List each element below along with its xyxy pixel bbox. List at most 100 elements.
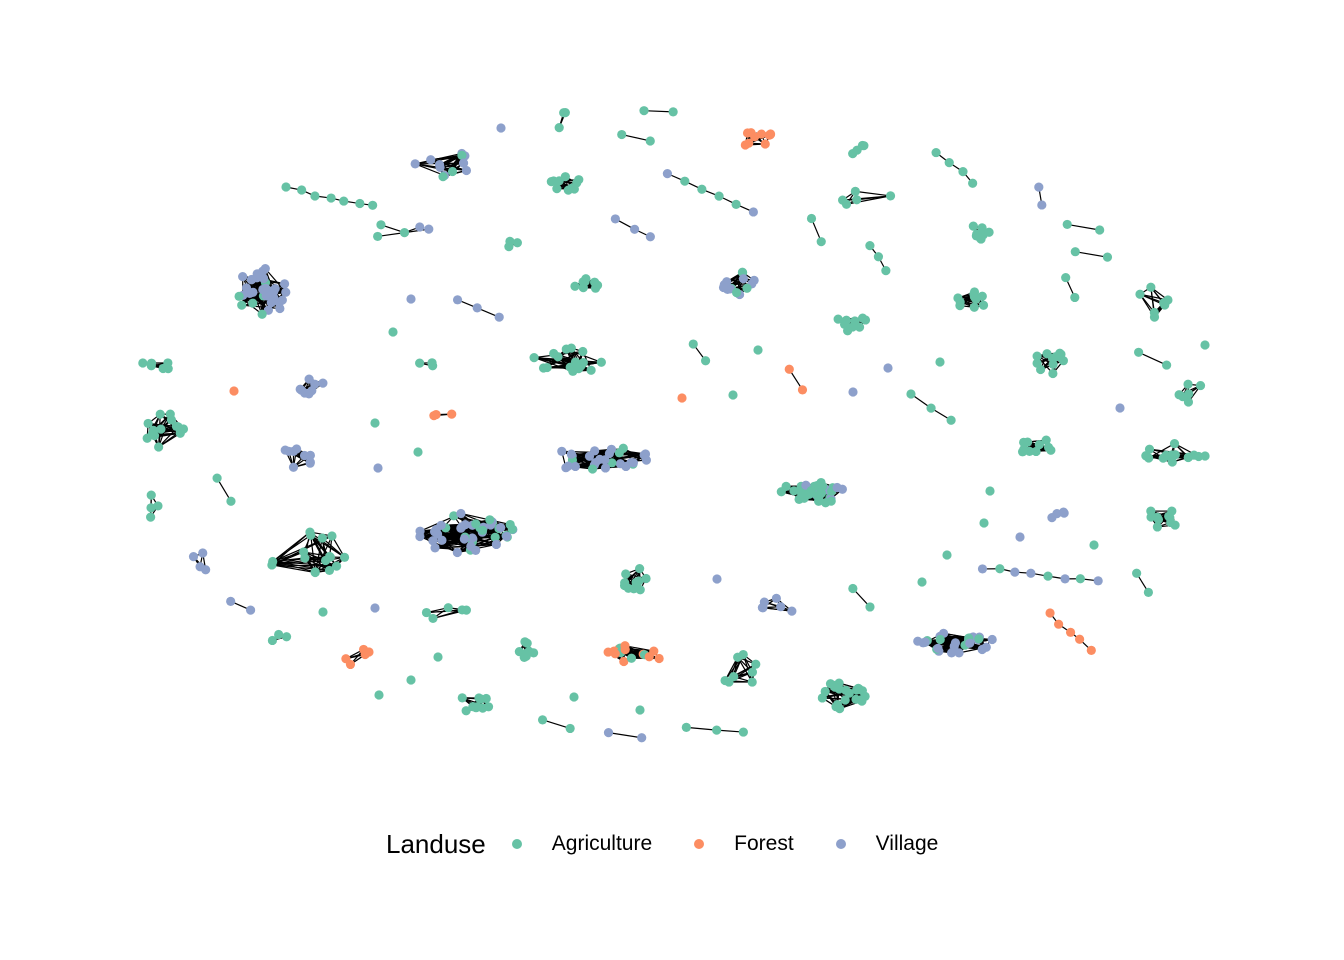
node-forest: [760, 139, 770, 149]
node-agriculture: [370, 418, 380, 428]
node-agriculture: [267, 560, 277, 570]
legend-label-village: Village: [875, 832, 939, 855]
node-agriculture: [1070, 292, 1080, 303]
node-village: [267, 289, 278, 299]
node-agriculture: [146, 358, 157, 368]
node-village: [566, 449, 576, 459]
node-village: [415, 222, 425, 232]
node-forest: [1054, 619, 1064, 629]
node-agriculture: [154, 442, 164, 452]
node-agriculture: [529, 648, 539, 658]
node-agriculture: [578, 346, 588, 357]
edge: [271, 531, 311, 566]
node-agriculture: [794, 494, 804, 504]
node-agriculture: [814, 496, 824, 506]
node-forest: [447, 409, 457, 419]
node-agriculture: [413, 447, 423, 457]
node-agriculture: [146, 490, 156, 500]
node-agriculture: [1024, 446, 1035, 456]
edge: [415, 152, 462, 165]
node-village: [279, 279, 290, 289]
node-agriculture: [237, 300, 247, 310]
node-agriculture: [714, 191, 724, 201]
node-village: [933, 643, 943, 653]
edge: [414, 163, 445, 177]
edge: [314, 556, 345, 574]
node-village: [241, 283, 252, 293]
node-agriculture: [931, 147, 941, 158]
node-agriculture: [138, 358, 148, 368]
node-forest: [610, 649, 620, 659]
node-agriculture: [789, 486, 799, 496]
node-village: [426, 155, 436, 165]
node-agriculture: [935, 634, 945, 645]
node-agriculture: [1166, 517, 1176, 528]
node-agriculture: [574, 364, 584, 374]
node-agriculture: [1017, 447, 1028, 457]
node-village: [299, 450, 310, 461]
node-village: [965, 638, 975, 648]
node-agriculture: [457, 693, 467, 703]
node-agriculture: [688, 339, 698, 349]
node-agriculture: [955, 301, 965, 311]
node-village: [757, 602, 768, 613]
node-agriculture: [339, 196, 349, 206]
node-agriculture: [1041, 435, 1051, 445]
node-agriculture: [1152, 522, 1162, 532]
node-village: [563, 461, 573, 471]
edge: [1075, 251, 1108, 258]
node-village: [415, 526, 425, 536]
node-agriculture: [325, 552, 335, 562]
edge: [542, 719, 571, 730]
node-agriculture: [852, 195, 862, 205]
node-agriculture: [305, 527, 315, 537]
node-agriculture: [850, 316, 860, 326]
node-village: [258, 266, 268, 276]
node-agriculture: [733, 652, 743, 662]
node-agriculture: [865, 602, 875, 612]
node-agriculture: [324, 565, 335, 576]
node-agriculture: [738, 727, 748, 737]
node-village: [248, 287, 258, 297]
edge: [643, 110, 674, 113]
node-agriculture: [926, 403, 936, 413]
node-agriculture: [1032, 358, 1042, 368]
node-agriculture: [968, 178, 978, 188]
node-village: [496, 123, 506, 133]
node-agriculture: [563, 185, 573, 195]
node-agriculture: [747, 677, 757, 687]
node-agriculture: [852, 145, 862, 155]
node-agriculture: [969, 302, 979, 312]
node-agriculture: [843, 326, 853, 336]
node-village: [432, 529, 443, 539]
node-agriculture: [1034, 440, 1044, 450]
node-agriculture: [885, 191, 896, 201]
node-forest: [744, 138, 754, 148]
node-agriculture: [355, 198, 365, 209]
node-forest: [1045, 608, 1055, 618]
node-agriculture: [326, 193, 336, 203]
node-agriculture: [297, 185, 307, 195]
node-agriculture: [212, 473, 222, 483]
node-village: [584, 451, 595, 461]
node-agriculture: [984, 227, 994, 237]
node-agriculture: [844, 688, 854, 698]
legend-item-forest: Forest: [694, 832, 794, 856]
node-agriculture: [267, 635, 278, 646]
node-agriculture: [1146, 282, 1156, 292]
node-agriculture: [490, 532, 500, 542]
node-village: [436, 520, 446, 530]
edge: [271, 551, 304, 566]
node-village: [1010, 567, 1020, 577]
node-agriculture: [1048, 368, 1058, 379]
node-village: [245, 605, 256, 615]
node-forest: [677, 393, 687, 403]
node-agriculture: [560, 108, 570, 118]
edge: [314, 537, 323, 573]
node-agriculture: [421, 607, 432, 618]
node-agriculture: [906, 389, 916, 399]
node-agriculture: [840, 695, 850, 705]
node-agriculture: [1042, 349, 1052, 359]
node-agriculture: [1143, 587, 1154, 597]
